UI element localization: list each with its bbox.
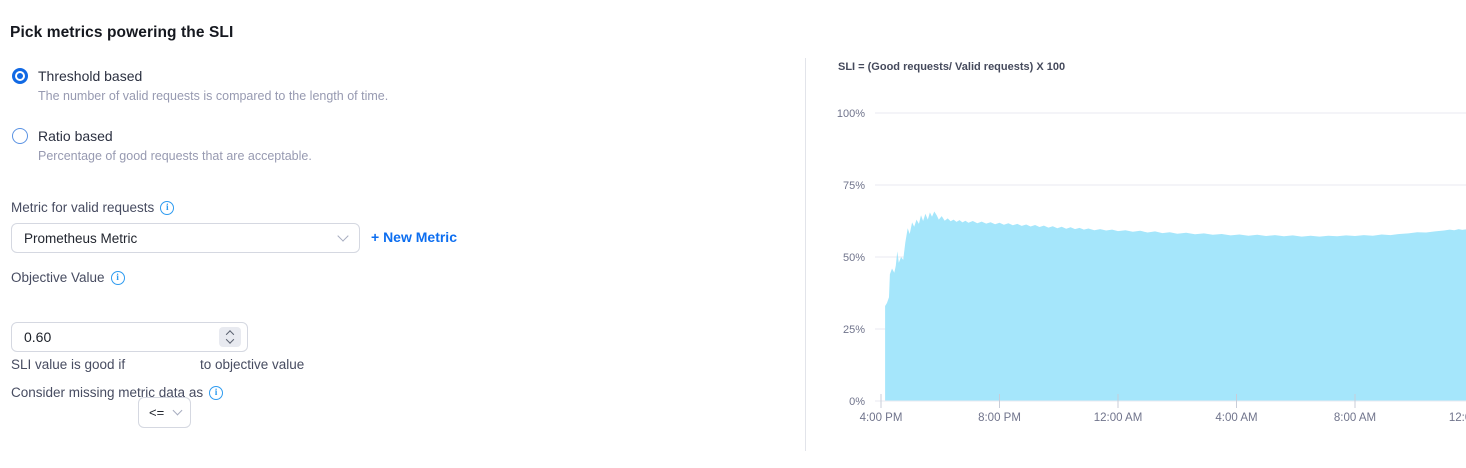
stepper-down-icon[interactable] xyxy=(225,335,235,344)
objective-value-label: Objective Value i xyxy=(11,270,125,285)
svg-text:8:00 AM: 8:00 AM xyxy=(1334,412,1376,424)
svg-text:0%: 0% xyxy=(849,396,865,408)
objective-value-field-wrap xyxy=(11,322,248,352)
ratio-radio[interactable] xyxy=(12,128,28,144)
svg-text:50%: 50% xyxy=(843,252,865,264)
objective-value-label-text: Objective Value xyxy=(11,270,105,285)
ratio-radio-label[interactable]: Ratio based xyxy=(38,128,113,144)
sli-type-option-threshold: Threshold based The number of valid requ… xyxy=(12,68,388,104)
svg-text:8:00 PM: 8:00 PM xyxy=(978,412,1021,424)
threshold-radio-label[interactable]: Threshold based xyxy=(38,68,143,84)
ratio-radio-description: Percentage of good requests that are acc… xyxy=(38,149,312,163)
missing-data-label-text: Consider missing metric data as xyxy=(11,385,204,400)
missing-data-info-icon[interactable]: i xyxy=(209,385,224,400)
comparison-operator-value: <= xyxy=(149,405,165,420)
svg-text:4:00 PM: 4:00 PM xyxy=(860,412,903,424)
valid-metric-label-text: Metric for valid requests xyxy=(11,200,155,215)
page-title: Pick metrics powering the SLI xyxy=(10,24,234,41)
comparison-prefix-text: SLI value is good if xyxy=(11,357,126,372)
comparison-operator-select[interactable]: <= xyxy=(138,397,191,428)
radio-ring xyxy=(15,71,25,81)
comparison-suffix-text: to objective value xyxy=(200,357,305,372)
objective-value-info-icon[interactable]: i xyxy=(110,270,125,285)
chevron-down-icon xyxy=(337,230,349,242)
missing-data-label: Consider missing metric data as i xyxy=(11,385,224,400)
valid-metric-select[interactable]: Prometheus Metric xyxy=(11,223,360,253)
valid-metric-select-value: Prometheus Metric xyxy=(24,230,138,246)
objective-value-input[interactable] xyxy=(11,322,248,352)
valid-metric-label: Metric for valid requests i xyxy=(11,200,175,215)
svg-text:4:00 AM: 4:00 AM xyxy=(1215,412,1257,424)
threshold-radio-description: The number of valid requests is compared… xyxy=(38,89,389,103)
panel-divider xyxy=(805,58,806,451)
svg-text:100%: 100% xyxy=(837,108,865,120)
svg-text:75%: 75% xyxy=(843,180,865,192)
threshold-radio[interactable] xyxy=(12,68,28,84)
chart-title: SLI = (Good requests/ Valid requests) X … xyxy=(838,61,1066,73)
sli-area-chart: 0% 25% 50% 75% 100% 4:00 PM 8:00 PM 12:00 AM 4:0… xyxy=(837,108,1466,424)
svg-text:12:00 PM: 12:00 PM xyxy=(1449,412,1466,424)
new-metric-button[interactable]: + New Metric xyxy=(371,229,457,245)
valid-metric-info-icon[interactable]: i xyxy=(160,200,175,215)
chevron-down-icon xyxy=(172,405,183,415)
objective-value-stepper[interactable] xyxy=(219,327,241,347)
radio-dot xyxy=(17,73,23,79)
svg-text:12:00 AM: 12:00 AM xyxy=(1094,412,1143,424)
svg-text:25%: 25% xyxy=(843,324,865,336)
sli-type-option-ratio: Ratio based Percentage of good requests … xyxy=(12,128,312,164)
